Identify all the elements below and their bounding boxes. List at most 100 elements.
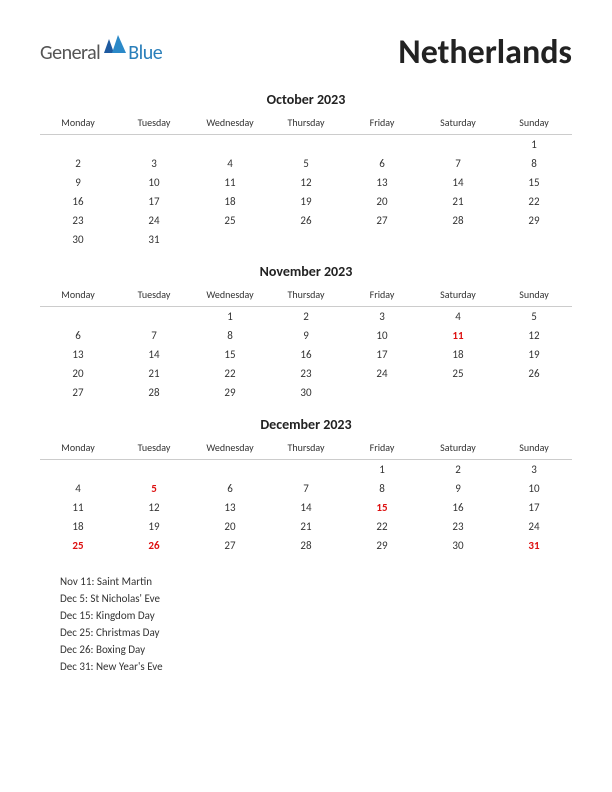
calendar-day-cell: 21 — [268, 517, 344, 536]
calendar-day-cell: 29 — [496, 211, 572, 230]
calendar-month: December 2023MondayTuesdayWednesdayThurs… — [40, 416, 572, 555]
calendar-day-cell: 24 — [344, 364, 420, 383]
calendar-day-cell: 6 — [192, 479, 268, 498]
calendar-day-cell: 22 — [192, 364, 268, 383]
calendar-day-cell: 26 — [268, 211, 344, 230]
calendar-week-row: 20212223242526 — [40, 364, 572, 383]
calendar-day-cell — [116, 307, 192, 327]
calendar-day-cell: 4 — [40, 479, 116, 498]
calendar-day-cell: 3 — [496, 460, 572, 480]
country-title: Netherlands — [398, 32, 572, 73]
calendar-day-cell: 7 — [116, 326, 192, 345]
calendar-day-cell: 15 — [344, 498, 420, 517]
calendar-day-cell: 21 — [420, 192, 496, 211]
calendar-day-cell: 30 — [40, 230, 116, 249]
calendar-day-cell — [116, 460, 192, 480]
calendar-day-header: Wednesday — [192, 437, 268, 460]
calendar-day-header: Tuesday — [116, 112, 192, 135]
calendar-day-header: Wednesday — [192, 112, 268, 135]
holiday-list: Nov 11: Saint MartinDec 5: St Nicholas' … — [60, 573, 572, 675]
calendar-day-header: Friday — [344, 437, 420, 460]
calendar-day-cell: 31 — [116, 230, 192, 249]
calendar-day-cell — [268, 460, 344, 480]
calendar-day-cell — [192, 135, 268, 155]
calendar-week-row: 2345678 — [40, 154, 572, 173]
calendar-table: MondayTuesdayWednesdayThursdayFridaySatu… — [40, 284, 572, 402]
calendar-day-cell: 28 — [116, 383, 192, 402]
header: General Blue Netherlands — [40, 32, 572, 73]
calendar-table: MondayTuesdayWednesdayThursdayFridaySatu… — [40, 112, 572, 249]
calendar-day-cell: 11 — [40, 498, 116, 517]
calendar-week-row: 1 — [40, 135, 572, 155]
holiday-entry: Dec 31: New Year's Eve — [60, 658, 572, 675]
calendar-week-row: 12345 — [40, 307, 572, 327]
calendar-day-cell: 18 — [420, 345, 496, 364]
logo-word1: General — [40, 41, 100, 65]
calendar-day-cell: 27 — [192, 536, 268, 555]
calendar-day-cell: 21 — [116, 364, 192, 383]
calendar-month-title: November 2023 — [40, 263, 572, 280]
calendar-day-cell: 8 — [344, 479, 420, 498]
holiday-entry: Dec 15: Kingdom Day — [60, 607, 572, 624]
calendar-day-cell: 8 — [192, 326, 268, 345]
calendar-day-cell — [116, 135, 192, 155]
calendar-week-row: 123 — [40, 460, 572, 480]
calendar-week-row: 9101112131415 — [40, 173, 572, 192]
calendar-day-cell: 7 — [420, 154, 496, 173]
calendar-day-cell — [420, 383, 496, 402]
calendar-day-cell — [496, 383, 572, 402]
calendar-day-cell: 9 — [40, 173, 116, 192]
calendar-day-cell: 17 — [496, 498, 572, 517]
calendar-day-cell: 11 — [192, 173, 268, 192]
calendar-day-cell: 13 — [40, 345, 116, 364]
calendar-day-cell: 19 — [116, 517, 192, 536]
calendar-day-cell: 19 — [268, 192, 344, 211]
calendar-day-cell: 4 — [420, 307, 496, 327]
calendar-day-header: Saturday — [420, 284, 496, 307]
calendar-day-cell: 18 — [40, 517, 116, 536]
calendar-week-row: 3031 — [40, 230, 572, 249]
calendar-day-cell: 18 — [192, 192, 268, 211]
calendar-day-cell: 10 — [344, 326, 420, 345]
calendar-day-cell: 29 — [344, 536, 420, 555]
calendar-day-cell: 3 — [344, 307, 420, 327]
calendar-day-cell: 22 — [344, 517, 420, 536]
calendar-day-cell: 12 — [116, 498, 192, 517]
calendar-day-cell: 26 — [496, 364, 572, 383]
calendar-day-cell: 15 — [496, 173, 572, 192]
holiday-entry: Dec 26: Boxing Day — [60, 641, 572, 658]
calendar-day-cell: 1 — [496, 135, 572, 155]
calendar-day-cell — [268, 230, 344, 249]
calendar-day-cell: 30 — [420, 536, 496, 555]
calendar-week-row: 23242526272829 — [40, 211, 572, 230]
calendar-day-cell — [344, 230, 420, 249]
logo-triangle-icon — [104, 35, 126, 53]
holiday-entry: Nov 11: Saint Martin — [60, 573, 572, 590]
calendar-day-cell: 1 — [192, 307, 268, 327]
calendar-week-row: 16171819202122 — [40, 192, 572, 211]
calendar-day-cell — [268, 135, 344, 155]
calendar-day-cell: 5 — [496, 307, 572, 327]
calendar-day-cell: 10 — [116, 173, 192, 192]
calendar-day-header: Sunday — [496, 284, 572, 307]
calendar-week-row: 25262728293031 — [40, 536, 572, 555]
calendar-day-header: Sunday — [496, 437, 572, 460]
calendar-day-cell: 14 — [420, 173, 496, 192]
calendar-day-cell: 16 — [420, 498, 496, 517]
calendar-day-header: Thursday — [268, 284, 344, 307]
calendar-week-row: 11121314151617 — [40, 498, 572, 517]
calendar-week-row: 27282930 — [40, 383, 572, 402]
calendar-day-cell: 12 — [496, 326, 572, 345]
calendar-day-cell: 28 — [420, 211, 496, 230]
calendar-day-cell: 14 — [268, 498, 344, 517]
calendar-day-cell — [192, 460, 268, 480]
calendar-week-row: 45678910 — [40, 479, 572, 498]
calendar-day-cell: 19 — [496, 345, 572, 364]
calendar-day-cell — [192, 230, 268, 249]
calendar-day-cell: 9 — [268, 326, 344, 345]
calendar-day-cell: 14 — [116, 345, 192, 364]
calendar-day-cell: 24 — [116, 211, 192, 230]
calendar-day-header: Sunday — [496, 112, 572, 135]
calendar-week-row: 6789101112 — [40, 326, 572, 345]
logo-word2: Blue — [128, 41, 162, 65]
